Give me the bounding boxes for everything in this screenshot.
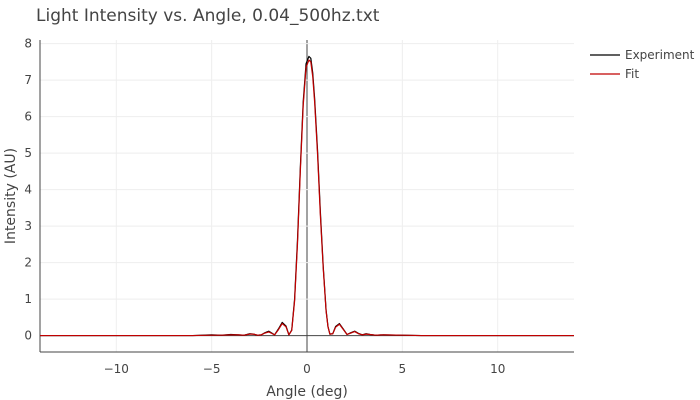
tick-labels: −10 −5 0 5 10 0 1 2 3 4 5 6 7 8 [24,37,505,376]
y-tick-label: 3 [24,219,32,233]
x-tick-label: 0 [303,362,311,376]
grid [40,40,574,352]
y-tick-label: 6 [24,110,32,124]
y-tick-label: 4 [24,183,32,197]
y-tick-label: 5 [24,146,32,160]
series [40,55,574,337]
legend-label: Fit [625,67,639,81]
y-tick-label: 2 [24,256,32,270]
legend-item-experiment[interactable]: Experiment [590,48,695,62]
y-tick-label: 1 [24,292,32,306]
y-axis-title: Intensity (AU) [3,148,19,244]
y-tick-label: 8 [24,37,32,51]
legend-item-fit[interactable]: Fit [590,67,639,81]
legend[interactable]: Experiment Fit [590,48,695,81]
x-tick-label: −10 [104,362,129,376]
y-tick-label: 0 [24,329,32,343]
x-axis-title: Angle (deg) [266,384,348,400]
x-tick-label: −5 [203,362,221,376]
x-tick-label: 10 [490,362,505,376]
legend-label: Experiment [625,48,695,62]
x-tick-label: 5 [399,362,407,376]
series-line-fit [40,59,574,337]
chart-title: Light Intensity vs. Angle, 0.04_500hz.tx… [36,6,380,26]
y-tick-label: 7 [24,73,32,87]
